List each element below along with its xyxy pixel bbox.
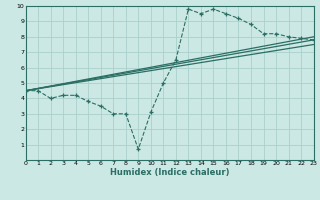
X-axis label: Humidex (Indice chaleur): Humidex (Indice chaleur) (110, 168, 229, 177)
